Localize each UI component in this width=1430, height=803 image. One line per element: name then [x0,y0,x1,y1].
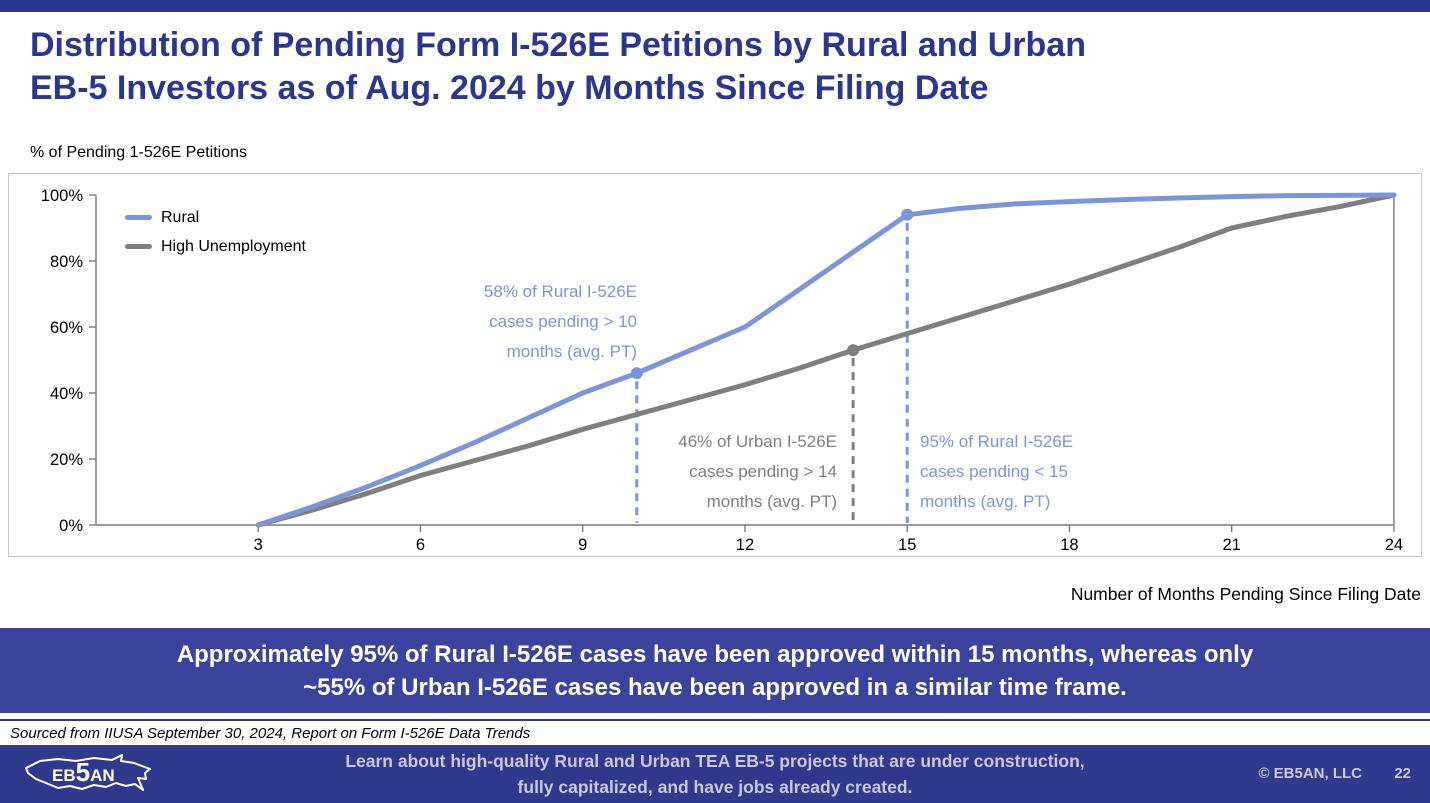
chart-area: 100% 80% 60% 40% 20% 0% 3 6 9 12 15 18 21 24 [8,173,1422,557]
x-tick-label: 15 [898,536,916,554]
legend-item-rural: Rural [125,203,306,232]
legend-label-high-unemployment: High Unemployment [161,237,306,255]
legend-item-high-unemployment: High Unemployment [125,232,306,261]
high-unemployment-line-swatch [125,244,152,249]
callout-marker [901,208,914,221]
key-takeaway-text: Approximately 95% of Rural I-526E cases … [176,640,1254,701]
y-tick-label: 0% [59,517,83,535]
y-tick-label: 80% [50,253,83,271]
x-tick-label: 18 [1060,536,1078,554]
footer-message-text: Learn about high-quality Rural and Urban… [345,751,1085,797]
chart-y-axis-title: % of Pending 1-526E Petitions [30,144,248,161]
chart-legend: Rural High Unemployment [125,203,306,261]
annotation-urban-14-months: 46% of Urban I-526E cases pending > 14 m… [678,432,837,511]
page-title: Distribution of Pending Form I-526E Peti… [30,26,1086,107]
annotation-rural-10-months: 58% of Rural I-526E cases pending > 10 m… [483,282,637,361]
x-tick-label: 12 [736,536,754,554]
chart-x-axis-title: Number of Months Pending Since Filing Da… [1070,584,1421,604]
eb5an-logo: EB5AN [25,754,151,791]
x-tick-label: 21 [1223,536,1241,554]
footer-copyright: © EB5AN, LLC [1258,765,1362,782]
y-tick-label: 100% [41,187,84,205]
x-tick-label: 24 [1385,536,1403,554]
x-tick-label: 9 [578,536,587,554]
top-accent-bar [0,0,1430,12]
line-chart: 100% 80% 60% 40% 20% 0% 3 6 9 12 15 18 21 24 [41,187,1403,554]
usa-map-outline [25,754,151,791]
key-takeaway-banner: Approximately 95% of Rural I-526E cases … [0,628,1430,713]
page-number: 22 [1394,765,1411,782]
x-tick-label: 3 [254,536,263,554]
legend-label-rural: Rural [161,208,200,226]
separator-line [0,719,1430,721]
rural-line-swatch [125,215,152,220]
annotation-rural-15-months: 95% of Rural I-526E cases pending < 15 m… [920,432,1074,511]
series-line-high-unemployment [255,192,1397,528]
series-line-rural [255,192,1397,528]
logo-text: EB5AN [52,757,115,787]
footer-message: Learn about high-quality Rural and Urban… [0,745,1430,803]
y-tick-label: 20% [50,451,83,469]
y-tick-label: 60% [50,319,83,337]
y-tick-label: 40% [50,385,83,403]
x-tick-label: 6 [416,536,425,554]
callout-marker [630,367,643,380]
footer-bar: EB5AN Learn about high-quality Rural and… [0,745,1430,803]
callout-marker [847,344,860,357]
source-note: Sourced from IIUSA September 30, 2024, R… [10,725,531,742]
